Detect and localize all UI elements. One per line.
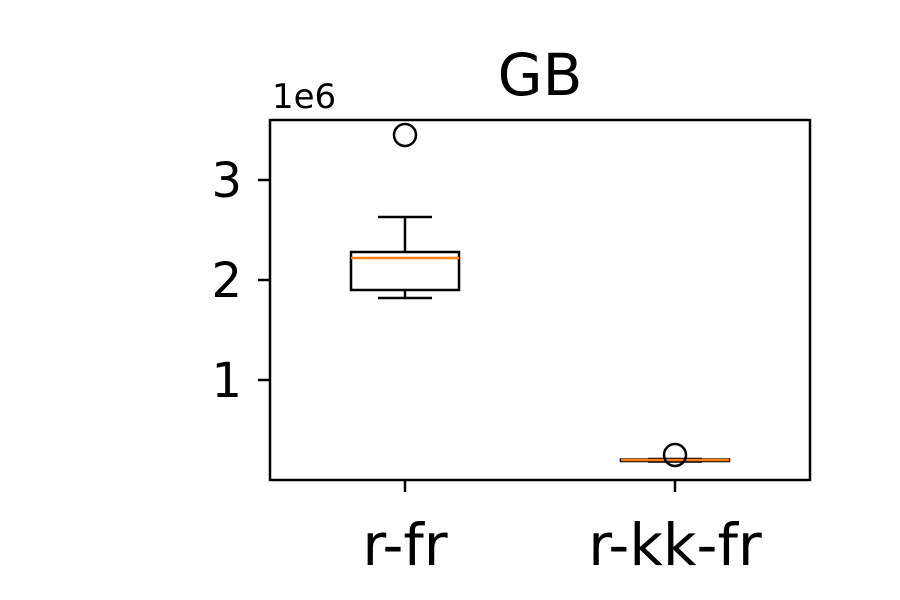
y-tick-label-1: 2	[211, 253, 242, 309]
y-offset-label: 1e6	[272, 77, 336, 117]
x-tick-label-1: r-kk-fr	[588, 511, 762, 579]
y-tick-label-2: 3	[211, 153, 242, 209]
outlier-0-0	[392, 122, 418, 148]
chart-title: GB	[498, 41, 583, 109]
axes-frame	[268, 118, 812, 482]
outlier-1-0	[662, 442, 688, 468]
y-tick-label-0: 1	[211, 353, 242, 409]
x-tick-label-0: r-fr	[362, 511, 447, 579]
box-0	[349, 250, 461, 292]
plot-area: 1 2 3 r-fr r-kk-fr	[211, 122, 762, 579]
